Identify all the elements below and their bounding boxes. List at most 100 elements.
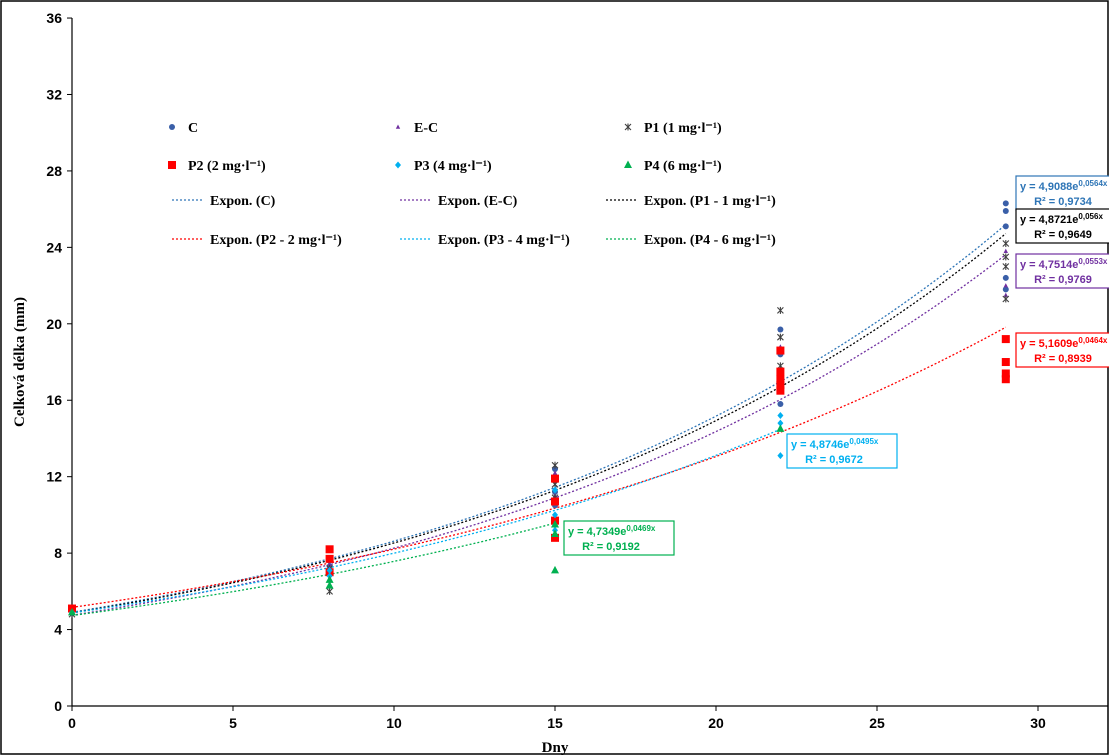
legend-trend-label: Expon. (C): [210, 194, 276, 209]
legend-marker: [395, 124, 401, 129]
data-point: [1002, 223, 1009, 230]
equation-box-border: [1015, 332, 1109, 368]
equation-exponent: 0,0469x: [626, 524, 655, 533]
data-point: [551, 565, 559, 574]
trendline: [71, 522, 556, 617]
data-point: [552, 466, 558, 473]
data-point: [777, 333, 784, 341]
trendline: [71, 233, 1007, 614]
data-point: [1003, 283, 1008, 288]
legend-trend-label: Expon. (E-C): [438, 194, 518, 209]
data-point: [325, 554, 334, 563]
x-tick-label: 5: [229, 715, 237, 731]
r-squared-text: R² = 0,8939: [1034, 353, 1092, 365]
legend-label: P1 (1 mg·l⁻¹): [644, 121, 722, 136]
data-points: [68, 200, 1010, 618]
data-point: [776, 375, 785, 384]
legend-marker: [624, 123, 632, 131]
data-point: [776, 367, 785, 376]
legend-label: E-C: [414, 121, 438, 136]
legend-label: C: [188, 121, 198, 136]
r-squared-text: R² = 0,9192: [582, 541, 640, 553]
data-point: [1002, 240, 1010, 248]
legend-trend-label: Expon. (P2 - 2 mg·l⁻¹): [210, 233, 342, 248]
data-point: [777, 419, 784, 427]
x-tick-label: 10: [386, 715, 402, 731]
x-tick-label: 20: [708, 715, 724, 731]
legend-item: P1 (1 mg·l⁻¹): [624, 121, 722, 136]
legend-trend-item: Expon. (P3 - 4 mg·l⁻¹): [400, 233, 570, 248]
data-point: [776, 380, 785, 389]
legend-label: P2 (2 mg·l⁻¹): [188, 159, 266, 174]
data-point: [552, 511, 558, 519]
legend-marker: [395, 161, 401, 169]
legend-trend-item: Expon. (C): [172, 194, 276, 209]
data-point: [777, 306, 784, 314]
r-squared-text: R² = 0,9672: [805, 454, 863, 466]
data-point: [551, 461, 559, 469]
data-point: [777, 401, 784, 408]
data-point: [326, 587, 333, 595]
data-point: [1001, 375, 1010, 384]
data-point: [1002, 253, 1010, 261]
r-squared-text: R² = 0,9734: [1034, 196, 1093, 208]
y-tick-label: 16: [46, 392, 62, 408]
legend-item: C: [169, 121, 198, 136]
data-point: [776, 424, 785, 432]
legend-trend-label: Expon. (P3 - 4 mg·l⁻¹): [438, 233, 570, 248]
y-tick-label: 20: [46, 316, 62, 332]
equation-exponent: 0,0464x: [1078, 336, 1107, 345]
y-tick-label: 12: [46, 469, 62, 485]
equation-box-border: [1015, 208, 1109, 244]
legend-trend-label: Expon. (P1 - 1 mg·l⁻¹): [644, 194, 776, 209]
legend-trend-item: Expon. (P2 - 2 mg·l⁻¹): [172, 233, 342, 248]
legend-item: P3 (4 mg·l⁻¹): [395, 159, 492, 174]
data-point: [1001, 335, 1010, 344]
data-point: [1002, 200, 1009, 207]
data-point: [552, 486, 558, 494]
data-point: [551, 474, 559, 483]
y-tick-label: 8: [54, 545, 62, 561]
legend-trend-item: Expon. (P1 - 1 mg·l⁻¹): [606, 194, 776, 209]
axes: 0 4 8 12 16 20 24 28 32 36 0 5 10 15 20 25 30: [46, 10, 1108, 731]
data-point: [776, 346, 785, 355]
y-tick-label: 24: [46, 239, 62, 255]
data-point: [1003, 292, 1008, 297]
data-point: [776, 386, 785, 395]
trendline: [71, 254, 1007, 616]
data-point: [1001, 358, 1010, 367]
x-tick-label: 30: [1030, 715, 1046, 731]
equation-exponent: 0,0553x: [1078, 257, 1107, 266]
r-squared-text: R² = 0,9769: [1034, 274, 1092, 286]
data-point: [777, 326, 784, 333]
data-point: [327, 562, 332, 567]
data-point: [325, 581, 334, 589]
data-point: [1002, 295, 1010, 303]
x-tick-label: 0: [68, 715, 76, 731]
trendlines: [71, 224, 1007, 617]
data-point: [777, 452, 784, 460]
equation-exponent: 0,0564x: [1078, 179, 1107, 188]
data-point: [552, 470, 558, 475]
x-tick-label: 15: [547, 715, 563, 731]
legend-label: P3 (4 mg·l⁻¹): [414, 159, 492, 174]
y-tick-label: 28: [46, 163, 62, 179]
y-axis-title: Celková délka (mm): [12, 297, 28, 427]
y-tick-label: 4: [54, 622, 62, 638]
y-tick-label: 36: [46, 10, 62, 26]
equation-box-border: [786, 433, 898, 469]
x-tick-label: 25: [869, 715, 885, 731]
equation-box-border: [1015, 253, 1109, 289]
data-point: [68, 607, 76, 616]
data-point: [1003, 248, 1008, 253]
data-point: [551, 529, 559, 538]
data-point: [1002, 286, 1009, 293]
equation-exponent: 0,0495x: [849, 437, 878, 446]
